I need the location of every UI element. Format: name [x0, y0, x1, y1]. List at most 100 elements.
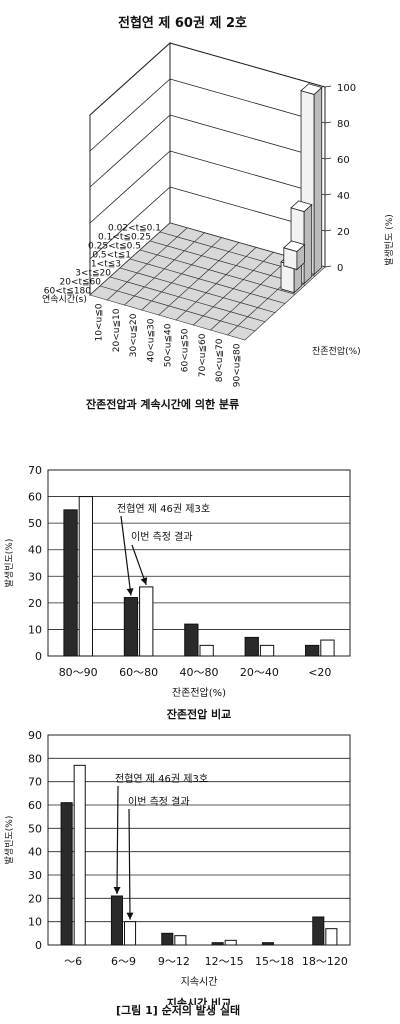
legend-label-series-2: 이번 측정 결과: [128, 796, 190, 808]
legend-label-series-1: 전협연 제 46권 제3호: [115, 772, 208, 785]
x-tick-label: 15～18: [255, 955, 294, 968]
bar: [174, 935, 187, 946]
bar: [110, 895, 123, 946]
z-tick-label: 100: [337, 83, 356, 94]
bar: [261, 942, 274, 946]
y-tick-label: 40: [28, 846, 42, 859]
depth-tick-label: 3<t≦20: [75, 269, 111, 279]
arrow-series-1-head: [126, 588, 134, 596]
y-axis-label: 발생빈도(%): [4, 539, 15, 588]
y-axis-label: 발생빈도(%): [4, 816, 15, 865]
arrow-series-2-head: [140, 577, 148, 585]
z-grid-back: [169, 114, 326, 160]
arrow-series-1-head: [113, 886, 121, 894]
y-tick-label: 30: [28, 869, 42, 882]
x-axis-label: 잔존전압(%): [172, 686, 226, 699]
z-tick: [324, 157, 332, 160]
x-tick-label: 40～80: [180, 666, 219, 679]
z-axis-label: 발생빈도 (%): [384, 214, 395, 266]
depth-tick-label: 0.5<t≦1: [92, 251, 131, 261]
plot-frame: [47, 469, 351, 657]
z-grid-side: [89, 114, 171, 188]
bar-chart-residual-voltage: 0 10 20 30 40 50 60 70 80～90 60～80 40～80 20～40 <20 발생…: [4, 464, 351, 721]
y-tick-label: 60: [28, 491, 42, 504]
x-tick-label: <20: [308, 666, 331, 679]
chart-3d-title: 잔존전압과 계속시간에 의한 분류: [86, 398, 240, 411]
x-tick-label: 20～40: [240, 666, 279, 679]
z-tick-label: 60: [337, 155, 350, 166]
chart-title: 지속시간 비교: [167, 996, 232, 1005]
plot-frame: [47, 734, 351, 946]
y-tick-label: 80: [28, 752, 42, 765]
z-grid-back: [169, 78, 326, 124]
bar3d-side: [313, 86, 323, 276]
z-grid-side: [89, 78, 171, 152]
y-tick-label: 50: [28, 822, 42, 835]
y-tick-label: 70: [28, 464, 42, 477]
z-tick-label: 40: [337, 191, 350, 202]
bar: [139, 586, 154, 657]
depth-tick-label: 60<t≦180: [44, 287, 92, 297]
depth-tick-label: 20<t≦60: [59, 278, 101, 288]
z-tick-label: 0: [337, 263, 343, 274]
x-tick-label: 18～120: [302, 955, 348, 968]
bar: [123, 597, 139, 657]
x-tick-label: 70<u≦60: [198, 333, 208, 377]
arrow-series-2: [128, 808, 131, 920]
z-tick: [324, 193, 332, 196]
arrow-series-1: [120, 515, 132, 596]
y-tick-label: 90: [28, 729, 42, 742]
x-tick-label: 10<u≦0: [95, 303, 105, 341]
x-axis-label: 지속시간: [181, 976, 218, 988]
figure-caption: [그림 1] 순저의 발생 실태: [116, 1004, 241, 1017]
y-tick-label: 0: [35, 650, 42, 663]
y-tick-label: 50: [28, 517, 42, 530]
y-tick-label: 10: [28, 916, 42, 929]
arrow-series-2: [131, 544, 147, 586]
x-tick-label: 60～80: [119, 666, 158, 679]
y-tick-label: 70: [28, 776, 42, 789]
z-tick: [324, 121, 332, 124]
x-tick-label: 6～9: [111, 955, 136, 968]
x-tick-label: 80<u≦70: [215, 338, 225, 382]
z-tick: [324, 85, 332, 88]
z-grid-back: [169, 42, 326, 88]
z-tick: [324, 229, 332, 232]
depth-tick-label: 0.25<t≦0.5: [88, 242, 141, 252]
depth-axis-label: 연속시간(s): [42, 294, 87, 305]
bar: [320, 639, 335, 657]
bar: [78, 496, 93, 657]
bar: [73, 764, 86, 946]
bar: [60, 802, 73, 946]
bar: [124, 921, 137, 946]
z-tick-label: 20: [337, 227, 350, 238]
depth-tick-label: 0.1<t≦0.25: [98, 233, 151, 243]
x-tick-label: 20<u≦10: [112, 308, 122, 352]
z-grid-side: [89, 150, 171, 224]
floor-cell: [227, 325, 256, 341]
chart-3d: 0 20 40 60 80 100 발생빈도 (%) 0.02<t≦0.10.1<t≦0.25…: [42, 41, 395, 387]
chart-title: 잔존전압 비교: [167, 707, 232, 721]
bar3d-top: [290, 200, 313, 213]
bar: [305, 644, 320, 657]
bar: [259, 644, 275, 657]
x-axis-label: 잔존전압(%): [312, 345, 361, 357]
depth-tick-label: 1<t≦3: [91, 260, 121, 270]
x-tick-label: 80～90: [59, 666, 98, 679]
bar3d-side: [303, 203, 313, 285]
legend-label-series-2: 이번 측정 결과: [131, 531, 193, 543]
bar: [211, 942, 224, 946]
bar: [63, 509, 78, 657]
journal-header: 전협연 제 60권 제 2호: [118, 16, 247, 31]
z-grid-side: [89, 42, 171, 116]
z-grid-back: [169, 150, 326, 196]
bar-chart-duration: 0 10 20 30 40 50 60 70 80 90 ～6 6～9 9～12 12～15 15～18 18…: [4, 729, 351, 1005]
z-tick-label: 80: [337, 119, 350, 130]
x-tick-label: 9～12: [158, 955, 190, 968]
x-tick-label: 30<u≦20: [129, 313, 139, 357]
arrow-series-2-head: [126, 912, 134, 920]
x-tick-label: 12～15: [205, 955, 244, 968]
y-tick-label: 0: [35, 939, 42, 952]
z-grid-side: [89, 186, 171, 260]
bar: [325, 928, 338, 946]
